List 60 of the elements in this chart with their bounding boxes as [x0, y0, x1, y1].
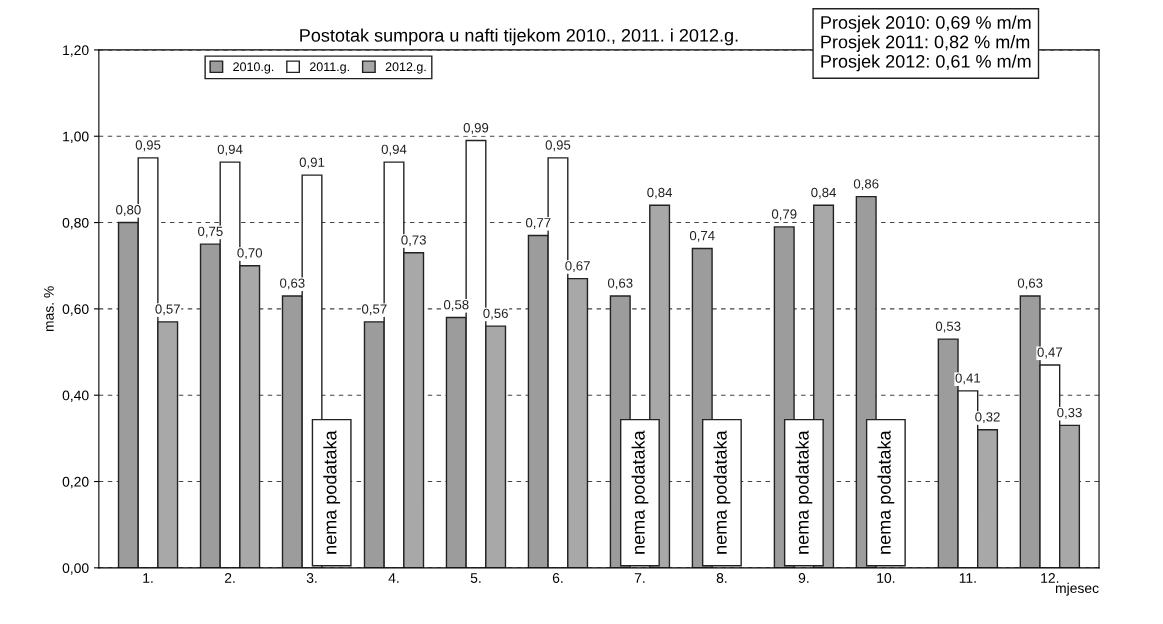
x-tick-label: 1.: [143, 573, 153, 583]
data-label: 0,80: [116, 205, 141, 216]
annotation: nema podataka: [795, 430, 813, 554]
x-tick-label: 2.: [224, 573, 235, 583]
data-label: 0,84: [647, 187, 673, 199]
x-tick-label: 7.: [634, 573, 645, 583]
data-label: 0,67: [565, 261, 590, 273]
data-label: 0,86: [853, 179, 879, 191]
data-label: 0,57: [155, 304, 180, 316]
data-label: 0,99: [463, 123, 489, 134]
y-tick-label: 0,40: [62, 390, 89, 403]
x-tick-label: 10.: [877, 573, 895, 583]
data-label: 0,47: [1037, 347, 1063, 359]
x-tick-label: 4.: [388, 573, 399, 583]
x-axis-title: mjesec: [1055, 582, 1099, 596]
data-label: 0,70: [237, 248, 263, 260]
y-axis-title: mas. %: [44, 286, 54, 332]
data-label: 0,33: [1057, 407, 1082, 419]
y-tick-label: 1,20: [63, 45, 89, 57]
y-tick-label: 0,80: [62, 217, 89, 230]
data-label: 0,63: [280, 278, 305, 290]
data-label: 0,91: [299, 157, 325, 169]
data-label: 0,58: [443, 300, 469, 311]
chart-title: Postotak sumpora u nafti tijekom 2010., 2011. i 2012.g.: [300, 28, 738, 46]
x-tick-label: 3.: [306, 573, 317, 583]
data-label: 0,84: [811, 187, 837, 199]
data-label: 0,63: [1017, 278, 1043, 290]
y-tick-label: 0,00: [62, 563, 89, 575]
data-label: 0,32: [975, 412, 1000, 424]
data-label: 0,53: [935, 321, 961, 333]
data-label: 0,95: [545, 140, 571, 152]
legend-label: 2012.g.: [385, 62, 426, 74]
data-label: 0,95: [135, 140, 161, 152]
x-tick-label: 11.: [959, 573, 976, 583]
annotation: Prosjek 2010: 0,69 % m/m Prosjek 2011: 0,82 % m/m Prosjek 2012: 0,61 % m/m: [821, 15, 1031, 72]
x-tick-label: 8.: [716, 573, 727, 583]
y-tick-label: 0,20: [62, 476, 89, 489]
x-tick-label: 5.: [470, 573, 481, 583]
annotation: nema podataka: [713, 430, 731, 554]
data-label: 0,56: [483, 308, 508, 320]
data-label: 0,57: [361, 304, 387, 316]
annotation: nema podataka: [877, 430, 895, 554]
legend-label: 2011.g.: [309, 62, 349, 74]
data-label: 0,75: [198, 226, 223, 238]
annotation: nema podataka: [323, 430, 341, 554]
y-tick-label: 1,00: [63, 131, 89, 144]
data-label: 0,94: [381, 144, 407, 156]
legend-label: 2010.g.: [233, 62, 274, 74]
data-label: 0,74: [689, 230, 715, 242]
data-label: 0,73: [401, 235, 426, 247]
x-tick-label: 12.: [1041, 573, 1059, 583]
data-label: 0,94: [217, 144, 243, 156]
data-label: 0,41: [955, 373, 981, 385]
data-label: 0,79: [771, 209, 797, 221]
annotation: nema podataka: [631, 430, 649, 554]
y-tick-label: 0,60: [62, 304, 89, 316]
x-tick-label: 6.: [552, 573, 563, 583]
x-tick-label: 9.: [798, 573, 809, 583]
data-label: 0,77: [525, 218, 551, 229]
data-label: 0,63: [607, 278, 633, 290]
